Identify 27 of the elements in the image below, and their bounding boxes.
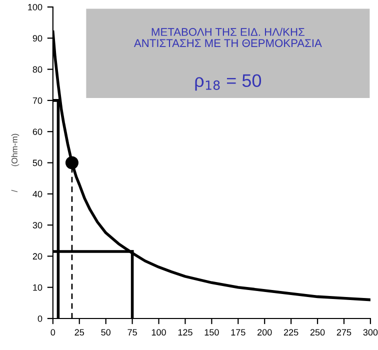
x-tick-label: 300	[363, 329, 378, 336]
y-tick-label: 70	[32, 97, 42, 104]
x-tick-label: 200	[258, 329, 272, 336]
y-tick-label: 80	[32, 66, 42, 73]
x-tick-label: 275	[336, 329, 352, 336]
y-tick-label: 50	[32, 160, 42, 166]
y-axis-title: / (Ohm-m)	[11, 134, 20, 192]
x-tick-label: 25	[74, 329, 84, 336]
y-tick-label: 40	[32, 190, 42, 198]
y-tick-label: 60	[32, 128, 42, 135]
y-tick-label: 0	[38, 315, 42, 322]
y-tick-label: 90	[32, 35, 42, 42]
annotation: ρ$_{18}$ = 50	[195, 74, 262, 91]
x-tick-label: 0	[50, 329, 56, 336]
x-tick-label: 50	[101, 329, 111, 336]
x-tick-label: 225	[284, 329, 298, 336]
x-tick-label: 250	[310, 329, 325, 336]
x-tick-label: 75	[128, 329, 137, 336]
y-tick-label: 20	[32, 253, 42, 260]
x-tick-label: 125	[178, 329, 192, 336]
y-tick-label: 30	[32, 222, 42, 228]
x-tick-label: 100	[152, 329, 166, 336]
y-tick-label: 10	[33, 284, 42, 291]
x-tick-label: 150	[204, 329, 219, 336]
x-tick-label: 175	[231, 329, 246, 336]
y-tick-label: 100	[28, 4, 42, 10]
annotation: ΜΕΤΑΒΟΛΗ ΤΗΣ ΕΙΔ. ΗΛ/ΚΗΣ ΑΝΤΙΣΤΑΣΗΣ ΜΕ ΤΗ ΘΕΡΜΟΚΡΑΣΙΑ	[134, 28, 322, 48]
